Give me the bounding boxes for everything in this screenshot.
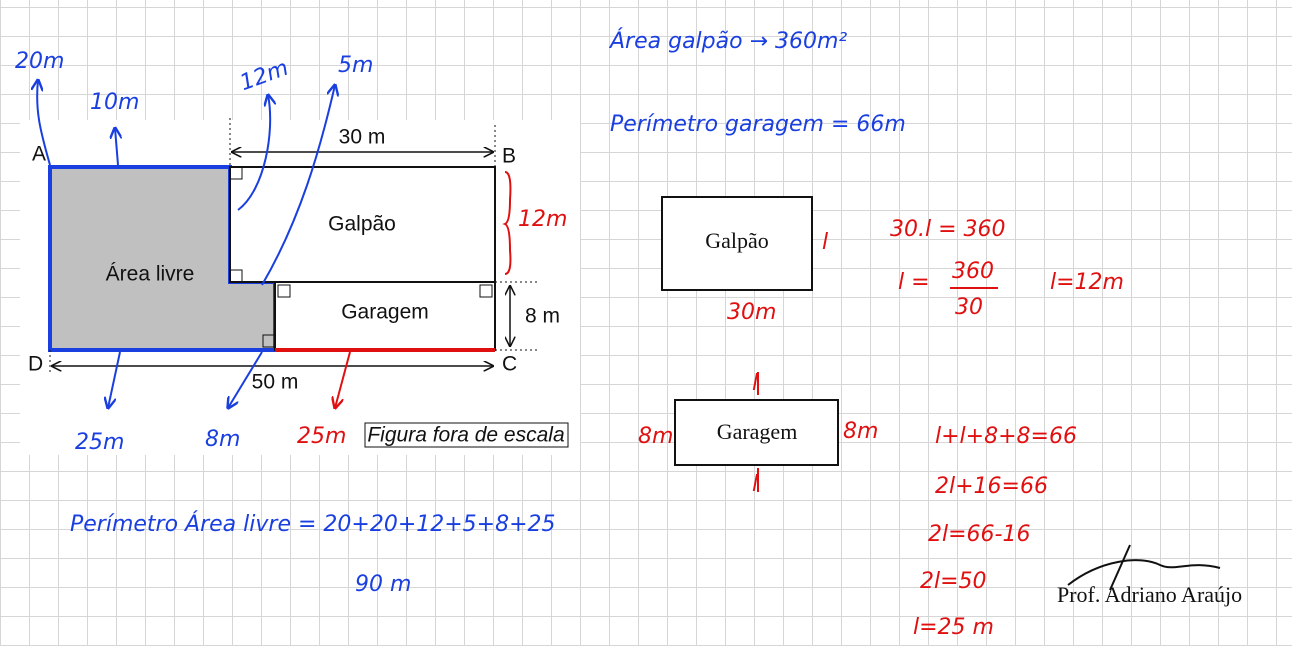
galpao-box (661, 196, 813, 291)
side-label: l (752, 371, 758, 396)
dimension: 30 m (339, 126, 386, 149)
drawing-path (237, 95, 270, 211)
drawing-rect (277, 284, 291, 298)
equation: 2l=50 (920, 569, 987, 594)
handwritten-label: 8m (205, 427, 240, 452)
drawing-path (115, 128, 118, 166)
region-label: Garagem (341, 301, 429, 324)
handwritten-label: 12m (237, 56, 292, 96)
equation: 2l+16=66 (935, 474, 1048, 499)
drawing-path (228, 351, 263, 408)
note: 90 m (355, 572, 411, 597)
side-label: 30m (727, 300, 776, 325)
equation: l=12m (1050, 270, 1124, 295)
garagem-box (674, 399, 839, 466)
drawing-rect (229, 269, 243, 283)
drawing-path (108, 351, 121, 408)
drawing-path (502, 171, 512, 275)
handwritten-label: 25m (75, 430, 124, 455)
fraction-num: 360 (952, 259, 994, 284)
dimension: 50 m (252, 371, 299, 394)
drawing-rect (262, 334, 276, 348)
side-label: l (752, 472, 758, 497)
equation: 2l=66-16 (928, 522, 1030, 547)
drawing-rect (364, 422, 569, 448)
side-label: l (822, 230, 828, 255)
figure: A B C D 30 m Galpão Área livre Garagem 8… (20, 118, 580, 455)
handwritten-label: 20m (15, 49, 64, 74)
vertex-label: D (28, 353, 43, 376)
drawing-rect (274, 281, 496, 351)
fraction-den: 30 (955, 295, 983, 320)
note: Figura fora de escala (367, 424, 564, 447)
box-label: Galpão (705, 228, 769, 253)
handwritten-label: 10m (90, 90, 139, 115)
drawing-rect (229, 166, 243, 180)
vertex-label: C (502, 353, 517, 376)
handwritten-label: 5m (338, 53, 373, 78)
signature-mark (1067, 544, 1221, 591)
side-label: 8m (843, 419, 878, 444)
drawing-rect (479, 284, 493, 298)
signature: Prof. Adriano Araújo (1057, 582, 1242, 607)
note: Perímetro Área livre = 20+20+12+5+8+25 (70, 511, 556, 537)
box-label: Garagem (717, 419, 798, 444)
drawing-path (261, 85, 335, 286)
equation: 30.l = 360 (890, 217, 1006, 242)
note: Área galpão → 360m² (608, 28, 847, 54)
drawing-path (37, 80, 51, 166)
drawing-path (335, 351, 351, 408)
equation: l = (898, 270, 930, 295)
vertex-label: A (32, 143, 46, 166)
annotation-arrows (37, 80, 759, 492)
region-label: Área livre (106, 263, 195, 286)
handwritten-label: 12m (518, 207, 567, 232)
vertex-label: B (502, 145, 516, 168)
dimension: 8 m (525, 305, 560, 328)
region-label: Galpão (328, 213, 396, 236)
side-label: 8m (638, 424, 673, 449)
handwritten-label: 25m (297, 424, 346, 449)
note: Perímetro garagem = 66m (610, 112, 906, 137)
equation: l+l+8+8=66 (935, 424, 1077, 449)
equation: l=25 m (913, 615, 994, 640)
